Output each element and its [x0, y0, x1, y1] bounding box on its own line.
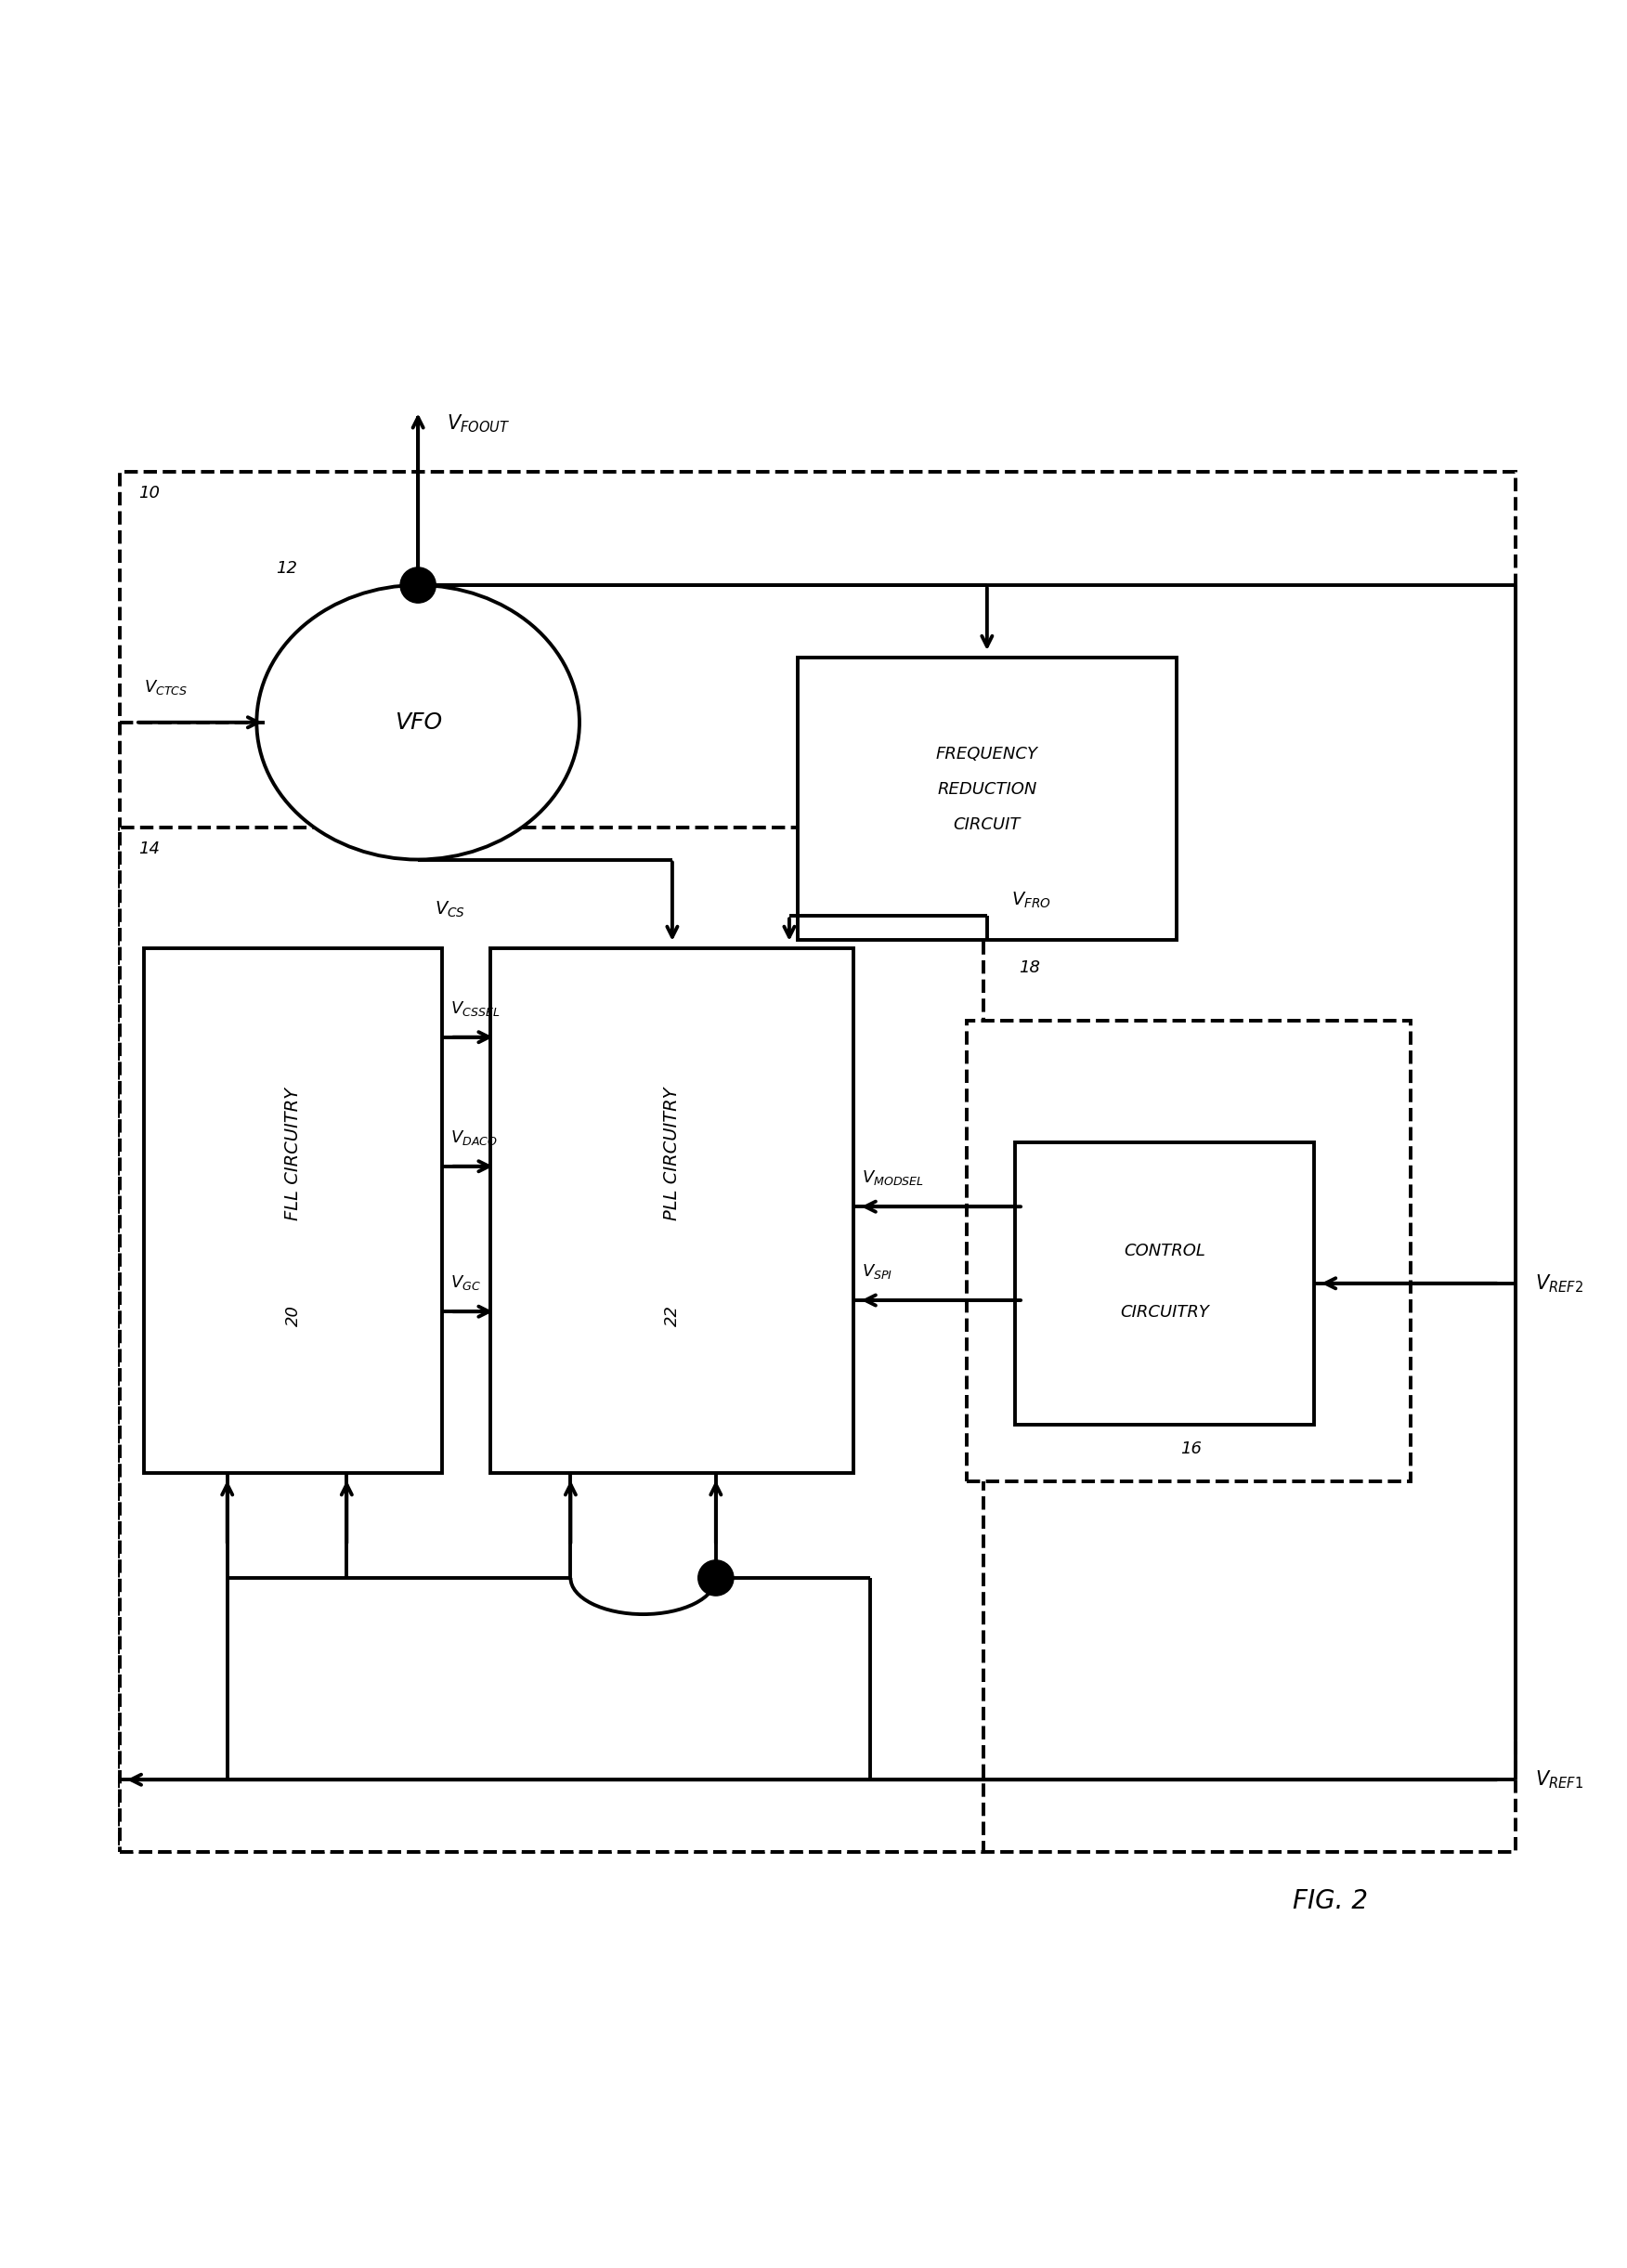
Bar: [143, 948, 443, 1472]
Text: $V_{GC}$: $V_{GC}$: [451, 1275, 482, 1293]
Ellipse shape: [257, 585, 579, 860]
Text: FIG. 2: FIG. 2: [1292, 1887, 1368, 1914]
Text: 14: 14: [138, 839, 159, 857]
Bar: [1015, 1143, 1315, 1424]
Text: $V_{SPI}$: $V_{SPI}$: [862, 1263, 893, 1281]
Text: 12: 12: [275, 560, 298, 576]
Text: 10: 10: [138, 485, 159, 501]
Bar: [119, 828, 983, 1853]
Text: PLL CIRCUITRY: PLL CIRCUITRY: [664, 1089, 682, 1220]
Bar: [797, 658, 1176, 941]
Bar: [491, 948, 854, 1472]
Bar: [119, 472, 1516, 1853]
Text: $V_{REF2}$: $V_{REF2}$: [1534, 1272, 1583, 1295]
Text: CONTROL: CONTROL: [1124, 1243, 1206, 1259]
Circle shape: [698, 1560, 734, 1597]
Text: $V_{CS}$: $V_{CS}$: [434, 900, 465, 921]
Text: $V_{FOOUT}$: $V_{FOOUT}$: [447, 413, 511, 435]
Text: FLL CIRCUITRY: FLL CIRCUITRY: [285, 1089, 301, 1220]
Text: $V_{MODSEL}$: $V_{MODSEL}$: [862, 1168, 924, 1186]
Text: 20: 20: [285, 1304, 301, 1327]
Text: 22: 22: [664, 1304, 680, 1327]
Text: $V_{CTCS}$: $V_{CTCS}$: [143, 678, 187, 696]
Text: 18: 18: [1019, 959, 1041, 978]
Text: $V_{REF1}$: $V_{REF1}$: [1534, 1769, 1583, 1792]
Text: REDUCTION: REDUCTION: [937, 780, 1036, 798]
Text: CIRCUIT: CIRCUIT: [953, 816, 1020, 832]
Bar: [966, 1021, 1411, 1481]
Text: $V_{CSSEL}$: $V_{CSSEL}$: [451, 1000, 499, 1018]
Text: VFO: VFO: [394, 712, 443, 733]
Circle shape: [400, 567, 436, 603]
Text: $V_{FRO}$: $V_{FRO}$: [1012, 889, 1051, 909]
Text: FREQUENCY: FREQUENCY: [936, 746, 1038, 762]
Text: $V_{DACO}$: $V_{DACO}$: [451, 1129, 498, 1148]
Text: CIRCUITRY: CIRCUITRY: [1119, 1304, 1209, 1320]
Text: 16: 16: [1181, 1440, 1202, 1458]
